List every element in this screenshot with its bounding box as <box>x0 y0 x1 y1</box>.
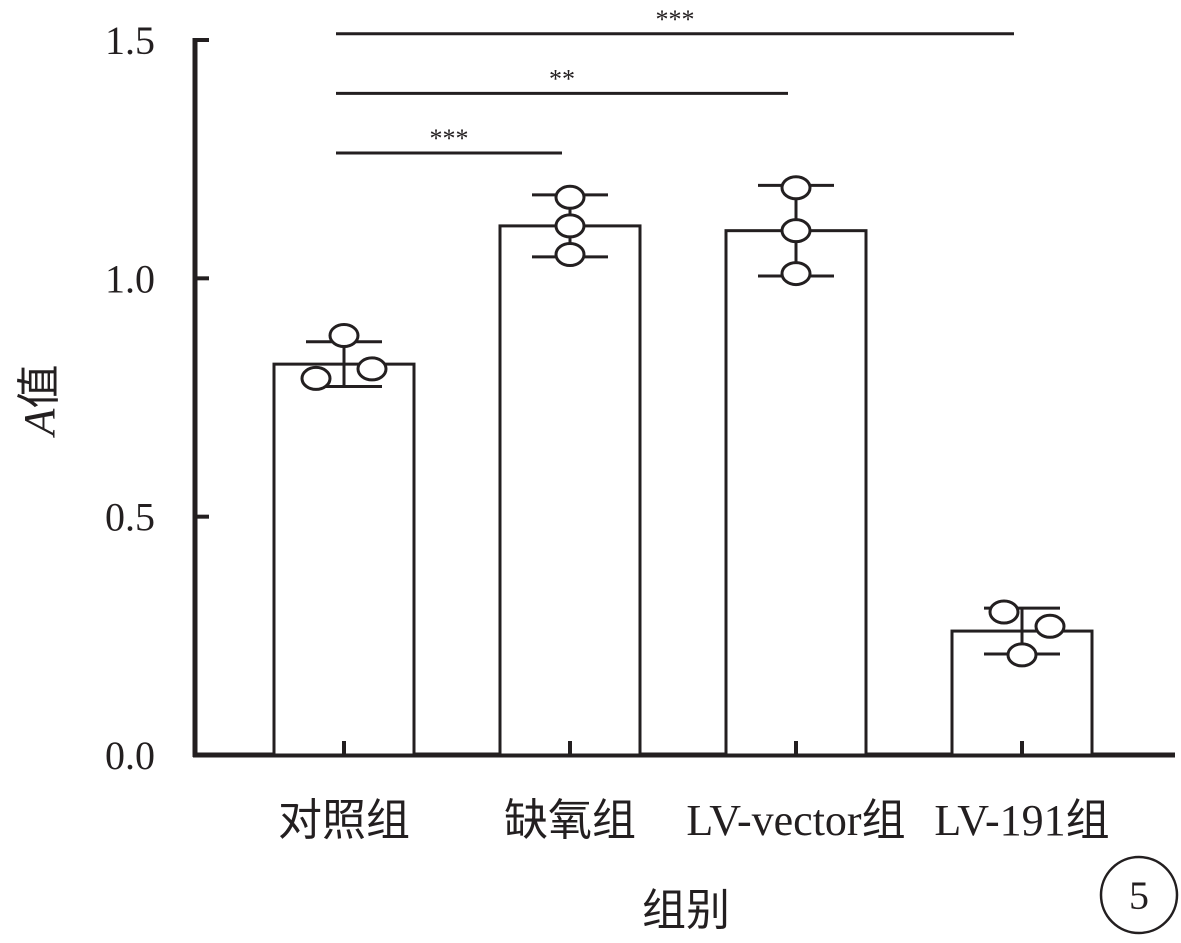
y-axis-title: A值 <box>15 365 64 439</box>
data-point <box>300 365 332 391</box>
y-tick-label: 1.5 <box>105 18 155 63</box>
category-label: LV-vector组 <box>686 796 905 845</box>
category-label: 对照组 <box>278 796 410 845</box>
data-point <box>780 218 812 244</box>
y-tick-label: 0.5 <box>105 495 155 540</box>
data-point <box>780 261 812 287</box>
panel-number: 5 <box>1129 873 1149 918</box>
data-points <box>300 175 1066 668</box>
bar <box>498 224 642 757</box>
y-axis-title-rest: 值 <box>15 365 64 409</box>
data-point <box>1034 613 1066 639</box>
data-point <box>554 184 586 210</box>
significance-label: *** <box>430 124 469 153</box>
y-axis-ticks: 0.0 0.5 1.0 1.5 <box>105 18 209 778</box>
category-label: LV-191组 <box>934 796 1109 845</box>
significance-label: ** <box>549 64 575 93</box>
category-label: 缺氧组 <box>504 796 636 845</box>
y-tick-label: 1.0 <box>105 256 155 301</box>
data-point <box>356 356 388 382</box>
bar <box>272 362 416 757</box>
error-bars <box>306 183 1060 656</box>
category-labels: 对照组 缺氧组 LV-vector组 LV-191组 <box>278 796 1110 845</box>
bars <box>272 224 1094 757</box>
x-axis-title: 组别 <box>642 886 730 935</box>
panel-number-circle <box>1099 855 1179 935</box>
data-point <box>988 599 1020 625</box>
data-point <box>1006 642 1038 668</box>
data-point <box>780 175 812 201</box>
y-tick-label: 0.0 <box>105 733 155 778</box>
data-point <box>328 323 360 349</box>
data-point <box>554 213 586 239</box>
significance-label: *** <box>656 5 695 34</box>
y-axis-title-italic: A <box>15 407 64 438</box>
bar <box>724 229 868 757</box>
significance-brackets: ******** <box>336 5 1014 155</box>
data-point <box>554 242 586 267</box>
